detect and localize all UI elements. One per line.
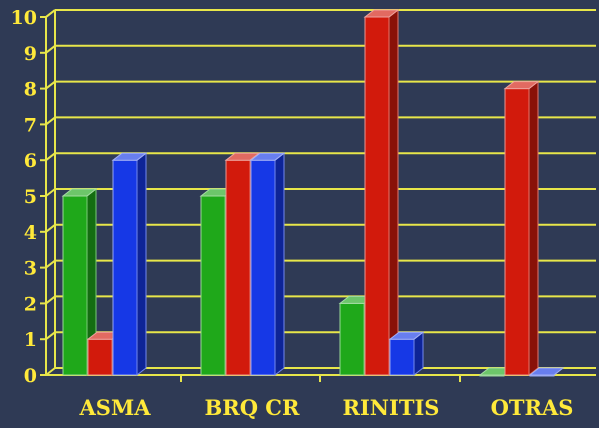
y-tick-label-8: 8 [24, 79, 37, 101]
y-tick-label-6: 6 [24, 150, 37, 172]
grid-diagonal-3 [45, 259, 56, 269]
y-tick-label-0: 0 [24, 365, 37, 387]
x-tick-label-otras: OTRAS [491, 395, 574, 420]
bars [61, 8, 565, 377]
bar-side [388, 8, 399, 377]
x-tick-label-rinitis: RINITIS [343, 395, 440, 420]
bar-top [249, 152, 286, 161]
tick-labels: 0 1 2 3 4 5 6 7 8 9 10 ASMA BRQ CR RINITIS OTRAS [11, 7, 574, 420]
grid-diagonal-6 [45, 152, 56, 161]
grid-diagonal-8 [45, 80, 56, 90]
bar-front [504, 88, 530, 376]
y-tick-label-9: 9 [24, 43, 37, 65]
bar-front [389, 338, 415, 376]
y-tick-label-10: 10 [11, 7, 37, 29]
y-axis-top-diagonal [45, 9, 56, 18]
bar-rinitis-2 [363, 8, 400, 377]
x-tick-label-brq-cr: BRQ CR [205, 395, 301, 420]
grid-diagonal-2 [45, 295, 56, 305]
x-tick-label-asma: ASMA [79, 395, 152, 420]
bar-front [250, 159, 276, 376]
bar-front [112, 159, 138, 376]
bar-asma-1 [61, 187, 98, 377]
bar-asma-3 [111, 152, 148, 377]
y-tick-label-2: 2 [24, 293, 37, 315]
bar-front [364, 16, 390, 376]
bar-top [503, 81, 540, 90]
bar-front [200, 195, 226, 376]
bar-front [87, 338, 113, 376]
grid-diagonal-7 [45, 116, 56, 126]
grid-diagonal-4 [45, 224, 56, 233]
grid-diagonal-9 [45, 45, 56, 54]
grid-diagonal-1 [45, 331, 56, 340]
bar-front [62, 195, 88, 376]
y-tick-label-3: 3 [24, 258, 37, 280]
bar-top [363, 9, 400, 18]
y-tick-label-5: 5 [24, 186, 37, 208]
grid-diagonal-0 [45, 367, 56, 376]
bar-side [136, 152, 147, 377]
bar-brq-cr-3 [249, 152, 286, 377]
bar-top [528, 367, 565, 376]
bar-side [528, 80, 539, 377]
bar-front [339, 302, 365, 376]
bar-rinitis-3 [388, 331, 425, 377]
y-tick-label-7: 7 [24, 114, 37, 136]
bar-otras-3 [528, 367, 565, 377]
y-tick-label-4: 4 [24, 222, 37, 244]
bar-top [61, 188, 98, 197]
bar-front [225, 159, 251, 376]
bar-top [111, 152, 148, 161]
y-tick-label-1: 1 [24, 329, 37, 351]
bar-top [388, 331, 425, 340]
bar-otras-2 [503, 80, 540, 377]
bar-side [274, 152, 285, 377]
grid-diagonal-5 [45, 188, 56, 197]
bar-top [224, 152, 261, 161]
